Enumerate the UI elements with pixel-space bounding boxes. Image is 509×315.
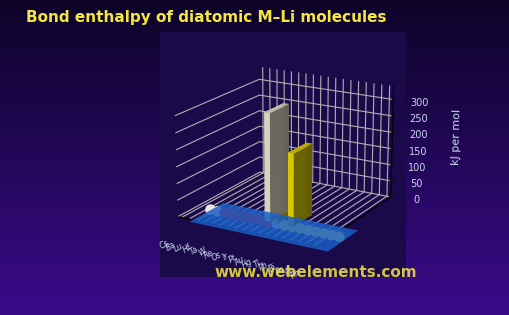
Text: www.webelements.com: www.webelements.com (214, 265, 416, 280)
Text: Bond enthalpy of diatomic M–Li molecules: Bond enthalpy of diatomic M–Li molecules (25, 10, 385, 25)
